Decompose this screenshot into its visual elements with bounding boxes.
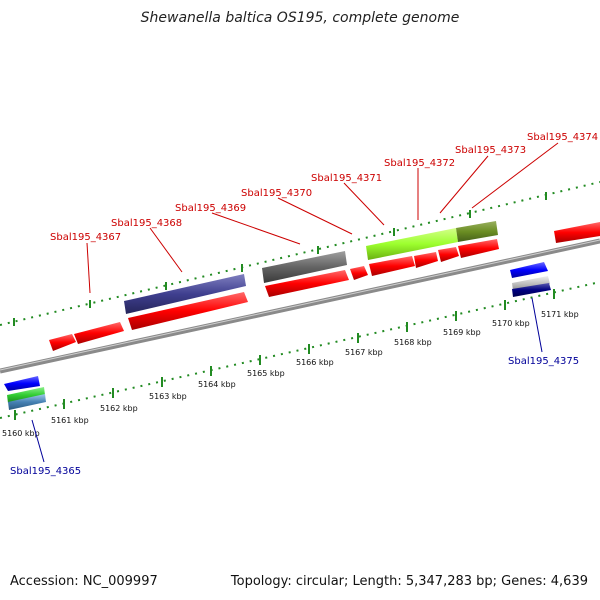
gene-label[interactable]: Sbal195_4370: [241, 188, 312, 199]
gene-label[interactable]: Sbal195_4369: [175, 203, 246, 214]
gene-label[interactable]: Sbal195_4374: [527, 132, 598, 143]
genome-summary: Topology: circular; Length: 5,347,283 bp…: [230, 574, 588, 589]
forward-genes: [49, 221, 600, 351]
gene-arrow[interactable]: [49, 334, 76, 351]
gene-label[interactable]: Sbal195_4365: [10, 466, 81, 477]
genome-backbone: [0, 238, 600, 374]
scale-label: 5170 kbp: [492, 319, 530, 328]
gene-arrow[interactable]: [438, 247, 459, 262]
gene-label[interactable]: Sbal195_4371: [311, 173, 382, 184]
scale-label: 5161 kbp: [51, 416, 89, 425]
gene-arrow[interactable]: [510, 262, 548, 278]
gene-arrow[interactable]: [8, 394, 46, 410]
gene-arrow[interactable]: [74, 322, 124, 344]
scale-label: 5164 kbp: [198, 380, 236, 389]
gene-arrow[interactable]: [124, 274, 246, 314]
forward-gene-labels: Sbal195_4367 Sbal195_4368 Sbal195_4369 S…: [50, 132, 598, 243]
forward-major-ticks: [13, 192, 547, 326]
scale-label: 5160 kbp: [2, 429, 40, 438]
scale-label: 5169 kbp: [443, 328, 481, 337]
gene-arrow[interactable]: [265, 270, 349, 297]
gene-arrow[interactable]: [369, 256, 415, 276]
gene-arrow[interactable]: [554, 222, 600, 243]
gene-label[interactable]: Sbal195_4368: [111, 218, 182, 229]
scale-label: 5165 kbp: [247, 369, 285, 378]
gene-arrow[interactable]: [414, 252, 438, 268]
gene-arrow[interactable]: [7, 387, 45, 403]
gene-label[interactable]: Sbal195_4373: [455, 145, 526, 156]
scale-label: 5167 kbp: [345, 348, 383, 357]
gene-arrow[interactable]: [512, 283, 551, 297]
reverse-leader-lines: [31, 297, 543, 463]
reverse-tick-track: [0, 281, 600, 419]
gene-label[interactable]: Sbal195_4367: [50, 232, 121, 243]
reverse-gene-labels: Sbal195_4365 Sbal195_4375: [10, 356, 579, 477]
gene-label[interactable]: Sbal195_4372: [384, 158, 455, 169]
gene-arrow[interactable]: [512, 276, 550, 291]
forward-leader-lines: [86, 142, 559, 294]
gene-arrow[interactable]: [128, 292, 248, 330]
gene-arrow[interactable]: [262, 251, 347, 283]
accession-text: Accession: NC_009997: [10, 574, 158, 589]
backbone-highlight: [0, 239, 600, 371]
scale-label: 5166 kbp: [296, 358, 334, 367]
gene-arrow[interactable]: [350, 266, 368, 280]
gene-label[interactable]: Sbal195_4375: [508, 356, 579, 367]
reverse-major-ticks: [14, 289, 555, 420]
scale-label: 5162 kbp: [100, 404, 138, 413]
scale-label: 5171 kbp: [541, 310, 579, 319]
map-title: Shewanella baltica OS195, complete genom…: [140, 10, 460, 26]
gene-arrow[interactable]: [458, 239, 499, 258]
gene-arrow[interactable]: [456, 221, 498, 242]
reverse-genes: [4, 262, 551, 410]
scale-label: 5168 kbp: [394, 338, 432, 347]
scale-label: 5163 kbp: [149, 392, 187, 401]
gene-arrow[interactable]: [4, 376, 40, 391]
gene-arrow[interactable]: [366, 228, 458, 260]
scale-labels: 5160 kbp 5161 kbp 5162 kbp 5163 kbp 5164…: [2, 310, 579, 438]
